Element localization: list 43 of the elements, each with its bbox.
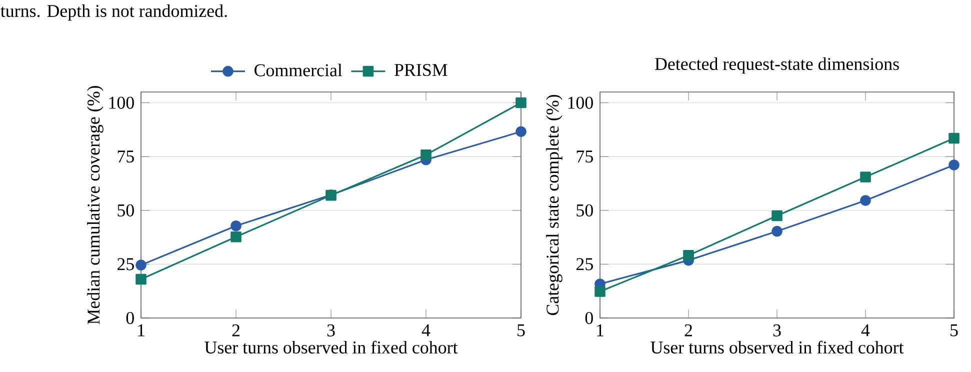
point: [230, 220, 242, 232]
x-tick-label: 4: [422, 324, 430, 336]
y-tick-label: 100: [109, 96, 134, 109]
y-tick-label: 75: [118, 150, 134, 163]
y-axis-title: Median cumulative coverage (%): [87, 86, 104, 324]
point: [860, 172, 871, 182]
text: turns. Depth is not randomized.: [0, 4, 227, 21]
point: [948, 160, 960, 170]
y-tick-label: 25: [576, 258, 593, 270]
point: [230, 231, 242, 242]
x-axis-title: User turns observed in fixed cohort: [650, 340, 904, 354]
y-tick-label: 0: [585, 312, 593, 324]
x-tick-label: 2: [232, 324, 240, 336]
y-tick-label: 75: [576, 150, 593, 163]
x-tick-label: 3: [773, 324, 781, 336]
legend-label: PRISM: [394, 64, 448, 76]
x-tick-label: 2: [684, 324, 692, 336]
chart-title: Detected request-state dimensions: [655, 57, 899, 74]
y-tick-label: 0: [126, 312, 134, 324]
y-tick-label: 50: [118, 204, 134, 216]
x-axis-title: User turns observed in fixed cohort: [204, 340, 458, 354]
point: [772, 210, 782, 222]
x-tick-label: 1: [138, 324, 144, 336]
y-tick-label: 100: [568, 96, 593, 109]
point: [948, 132, 960, 144]
point: [683, 250, 694, 261]
x-tick-label: 4: [861, 324, 870, 336]
x-tick-label: 5: [950, 324, 958, 336]
y-tick-label: 25: [117, 258, 134, 270]
x-tick-label: 1: [597, 324, 604, 336]
point: [516, 97, 526, 108]
point: [136, 260, 146, 270]
y-axis-title: Categorical state complete (%): [546, 94, 562, 316]
y-tick-label: 50: [576, 204, 593, 216]
point: [860, 195, 871, 206]
point: [516, 126, 526, 138]
x-tick-label: 5: [518, 324, 525, 336]
point: [420, 149, 432, 160]
x-tick-label: 3: [327, 324, 335, 336]
legend-label: Commercial: [254, 64, 342, 76]
point: [594, 286, 606, 297]
point: [772, 226, 782, 237]
point: [136, 274, 146, 285]
